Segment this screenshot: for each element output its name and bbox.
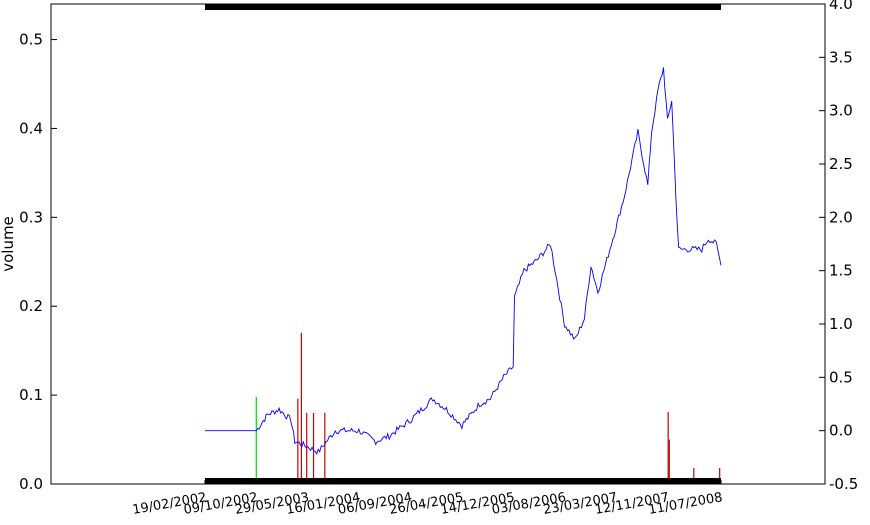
price-line [205,67,722,455]
right-tick-label: 3.0 [829,102,853,120]
price-series [205,67,722,455]
right-axis: -0.5 0.0 0.5 1.0 1.5 2.0 2.5 3.0 3.5 4.0 [819,0,858,493]
top-band [205,4,721,10]
x-axis: 19/02/200209/10/200229/05/200316/01/2004… [131,480,724,518]
left-axis: 0.0 0.1 0.2 0.3 0.4 0.5 [19,31,57,493]
y-axis-label: volume [0,216,17,272]
right-tick-label: 0.0 [829,422,853,440]
right-tick-label: 1.5 [829,262,853,280]
left-tick-label: 0.4 [19,119,43,137]
right-tick-label: 3.5 [829,48,853,66]
left-tick-label: 0.0 [19,475,43,493]
volume-bars [255,332,721,484]
right-tick-label: 1.0 [829,315,853,333]
left-tick-label: 0.1 [19,386,43,404]
right-tick-label: -0.5 [829,475,858,493]
left-tick-label: 0.5 [19,31,43,49]
bottom-band [205,478,721,484]
right-tick-label: 2.0 [829,208,853,226]
right-tick-label: 0.5 [829,368,853,386]
left-tick-label: 0.3 [19,208,43,226]
plot-area [50,3,826,485]
right-tick-label: 4.0 [829,0,853,13]
left-tick-label: 0.2 [19,297,43,315]
right-tick-label: 2.5 [829,155,853,173]
